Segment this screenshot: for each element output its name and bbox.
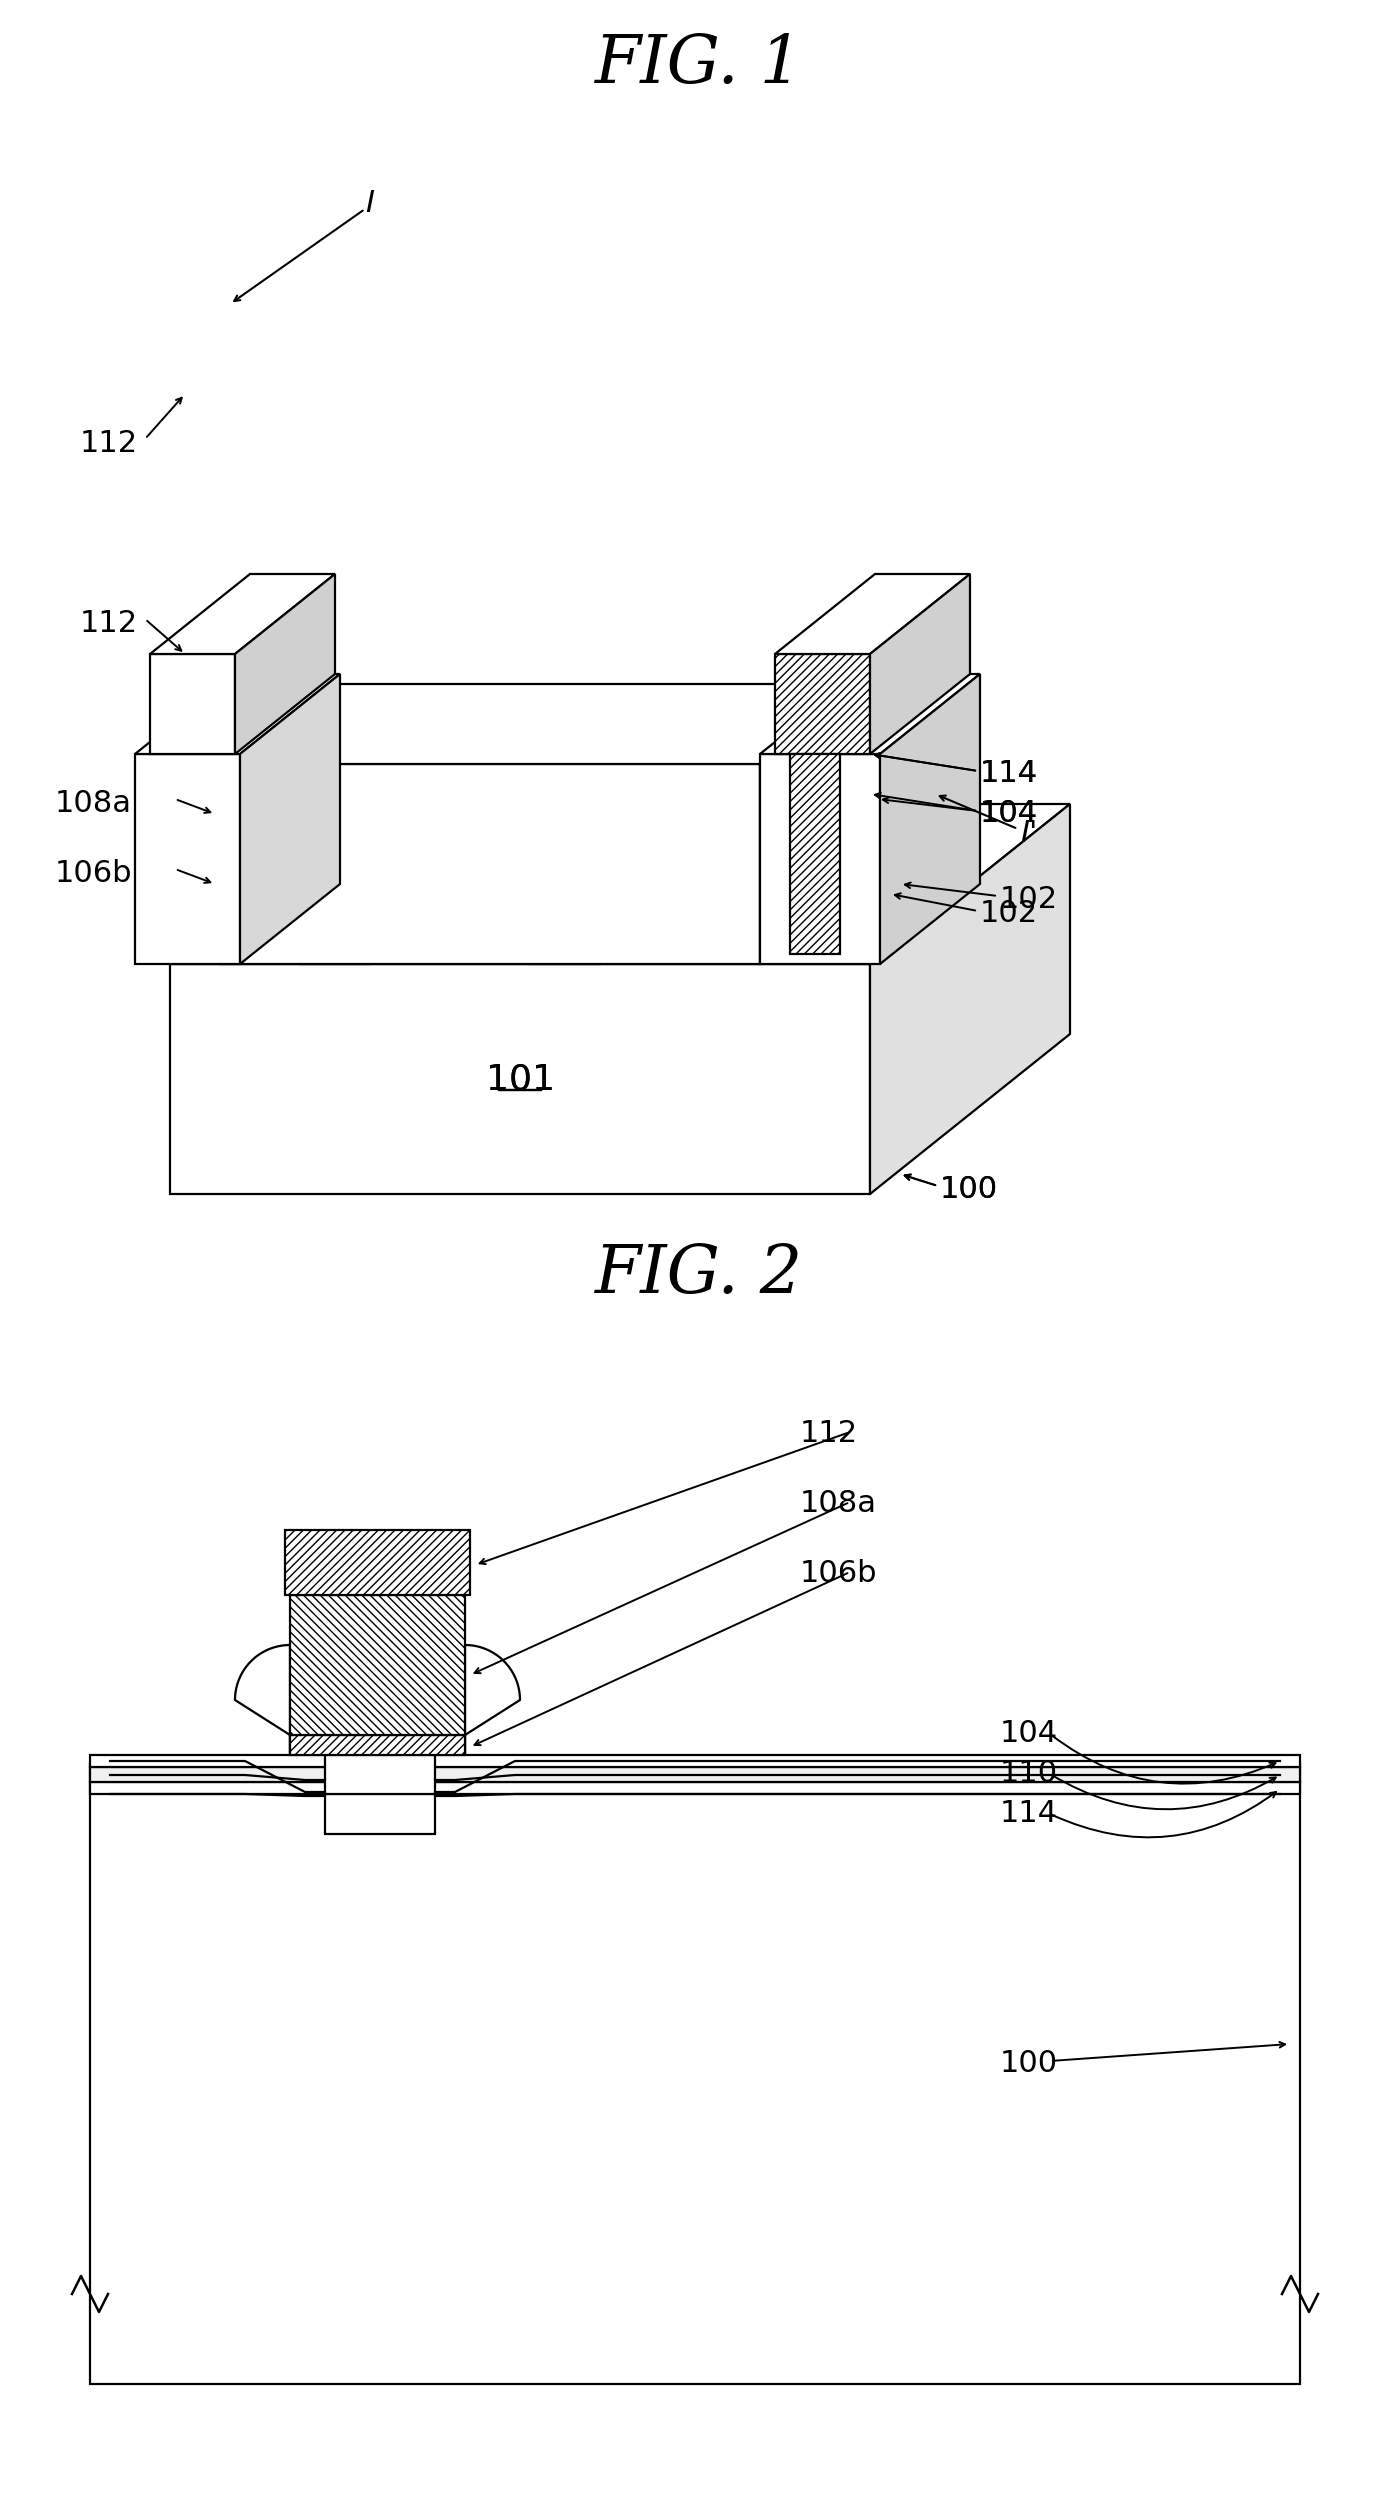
Text: 108a: 108a [800, 1489, 877, 1519]
Polygon shape [89, 1756, 1300, 1768]
Text: FIG. 1: FIG. 1 [593, 32, 803, 97]
Polygon shape [170, 803, 1069, 965]
Polygon shape [870, 803, 1069, 1195]
Polygon shape [879, 673, 980, 965]
Text: 101: 101 [486, 1062, 554, 1095]
Polygon shape [600, 771, 666, 965]
Polygon shape [89, 1783, 1300, 1793]
Text: 100: 100 [1000, 2050, 1058, 2078]
Polygon shape [235, 1646, 290, 1756]
Polygon shape [221, 683, 860, 763]
Polygon shape [775, 653, 870, 753]
Polygon shape [89, 1763, 1300, 2384]
Text: 106b: 106b [800, 1559, 878, 1589]
Text: 106b: 106b [54, 860, 133, 888]
Text: 108a: 108a [54, 791, 133, 818]
Polygon shape [149, 653, 235, 753]
Text: I': I' [1020, 821, 1037, 848]
Polygon shape [221, 763, 759, 965]
Polygon shape [300, 823, 370, 965]
Text: 114: 114 [980, 761, 1039, 788]
Polygon shape [465, 1646, 519, 1756]
Polygon shape [149, 574, 335, 653]
Text: FIG. 2: FIG. 2 [593, 1242, 803, 1307]
Polygon shape [370, 771, 436, 965]
Text: 100: 100 [940, 1175, 998, 1205]
Polygon shape [790, 753, 840, 955]
Text: 100: 100 [940, 1175, 998, 1205]
Text: 110: 110 [1000, 1758, 1058, 1788]
Text: 112: 112 [800, 1419, 859, 1449]
Text: 112: 112 [80, 429, 138, 459]
Polygon shape [135, 673, 341, 753]
Text: 104: 104 [980, 801, 1039, 828]
Polygon shape [290, 1596, 465, 1736]
Polygon shape [530, 823, 600, 965]
Polygon shape [759, 673, 980, 753]
Text: 104: 104 [1000, 1718, 1058, 1748]
Text: I: I [366, 190, 374, 219]
Text: 102: 102 [1000, 885, 1058, 913]
Polygon shape [290, 1736, 465, 1756]
Text: 101: 101 [486, 1062, 554, 1095]
Polygon shape [775, 574, 970, 653]
Text: 114: 114 [1000, 1801, 1058, 1828]
Polygon shape [759, 753, 879, 965]
Text: 114: 114 [980, 761, 1039, 788]
Polygon shape [325, 1793, 436, 1833]
Polygon shape [89, 1768, 1300, 1783]
Polygon shape [325, 1756, 436, 1793]
Text: 102: 102 [980, 900, 1039, 928]
Polygon shape [530, 771, 666, 823]
Polygon shape [300, 771, 436, 823]
Polygon shape [759, 683, 860, 965]
Polygon shape [170, 965, 870, 1195]
Text: 104: 104 [980, 801, 1039, 828]
Text: 112: 112 [80, 609, 138, 638]
Polygon shape [870, 574, 970, 753]
Polygon shape [240, 673, 341, 965]
Polygon shape [135, 753, 240, 965]
Polygon shape [285, 1529, 470, 1596]
Polygon shape [235, 574, 335, 753]
